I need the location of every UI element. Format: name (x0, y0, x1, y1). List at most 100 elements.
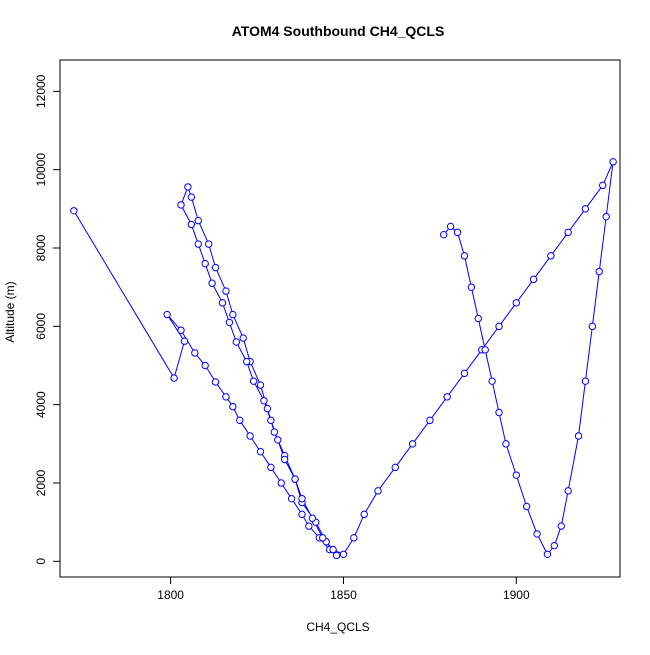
data-point (298, 494, 306, 503)
y-tick-label: 2000 (34, 469, 48, 496)
data-point (298, 510, 306, 519)
data-point (602, 212, 610, 221)
data-point (550, 541, 559, 550)
data-point (170, 374, 178, 382)
data-point (574, 432, 583, 440)
data-point (529, 275, 538, 284)
x-tick-label: 1900 (503, 588, 530, 602)
data-point (70, 207, 78, 215)
y-tick-label: 8000 (34, 234, 48, 261)
data-point (391, 463, 400, 472)
data-point (229, 402, 237, 411)
data-point (177, 326, 185, 334)
data-point (211, 263, 220, 272)
data-point (236, 416, 244, 425)
data-point (229, 310, 237, 319)
data-point (256, 447, 265, 456)
data-point (453, 228, 462, 237)
data-point (495, 408, 503, 417)
data-point (187, 193, 196, 201)
data-point (543, 550, 552, 558)
x-axis-label: CH4_QCLS (306, 620, 369, 634)
data-point (360, 510, 368, 519)
data-point (305, 522, 313, 530)
data-point (512, 471, 520, 479)
data-point (339, 550, 348, 558)
plot-frame (59, 59, 621, 578)
data-point (194, 240, 202, 248)
y-tick-label: 6000 (34, 313, 48, 340)
data-point (246, 432, 254, 440)
data-point (256, 381, 265, 389)
data-point (218, 299, 227, 307)
data-point (319, 534, 327, 542)
data-point (242, 357, 251, 366)
data-point (277, 479, 285, 487)
data-point (194, 216, 202, 225)
data-point (474, 314, 482, 323)
data-point (329, 545, 337, 554)
data-point (222, 393, 230, 401)
data-point (557, 522, 565, 530)
data-point (446, 222, 455, 231)
data-point (332, 551, 341, 560)
data-point (177, 201, 185, 209)
data-point (502, 440, 510, 448)
y-tick-label: 12000 (34, 74, 48, 108)
data-point (426, 416, 434, 425)
y-axis-label: Altitude (m) (3, 281, 17, 342)
chart-title: ATOM4 Southbound CH4_QCLS (232, 23, 445, 39)
data-point (184, 183, 192, 191)
data-point (201, 361, 209, 370)
data-point (222, 287, 230, 295)
data-point (263, 404, 272, 413)
data-point (467, 283, 476, 291)
data-point (408, 440, 417, 448)
data-point (187, 220, 196, 229)
data-point (280, 455, 289, 464)
data-point (443, 393, 451, 401)
data-point (287, 494, 296, 503)
data-point (609, 158, 617, 166)
data-point (163, 310, 171, 319)
data-point (581, 377, 590, 385)
data-point (274, 436, 282, 444)
data-point (308, 514, 317, 522)
data-point (232, 338, 241, 346)
data-point (191, 349, 199, 357)
points-layer (70, 158, 617, 560)
data-point (460, 252, 469, 260)
data-point (180, 337, 189, 345)
data-point (512, 299, 520, 307)
y-tick-label: 10000 (34, 153, 48, 187)
data-point (488, 377, 496, 385)
data-point (211, 378, 220, 386)
data-point (267, 463, 275, 472)
y-tick-label: 0 (34, 558, 48, 565)
data-point (374, 487, 382, 495)
x-tick-label: 1850 (330, 588, 357, 602)
data-point (440, 230, 448, 239)
data-point (495, 322, 503, 331)
data-point (522, 502, 531, 511)
data-point (350, 534, 358, 542)
y-tick-label: 4000 (34, 391, 48, 418)
data-point (581, 205, 590, 213)
data-point (249, 377, 258, 385)
data-point (291, 475, 299, 483)
data-point (267, 416, 275, 425)
data-point (239, 334, 247, 342)
data-point (564, 487, 572, 495)
data-point (270, 428, 279, 436)
x-tick-label: 1800 (157, 588, 184, 602)
data-point (204, 240, 213, 248)
data-point (460, 369, 469, 378)
data-point (260, 397, 268, 405)
data-point (481, 346, 489, 354)
data-point (225, 318, 234, 327)
data-point (595, 267, 603, 276)
data-point (533, 530, 541, 538)
data-point (547, 252, 555, 260)
